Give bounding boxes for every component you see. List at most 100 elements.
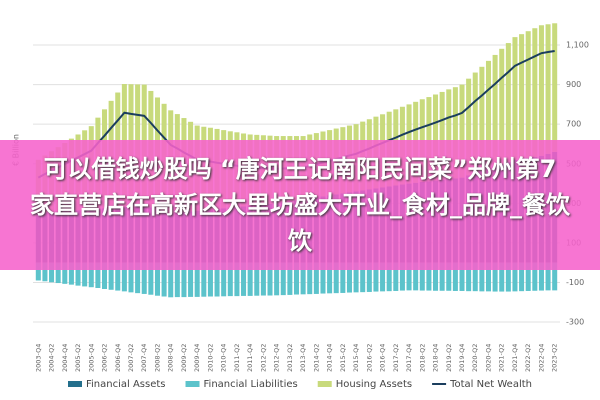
bar: [300, 262, 306, 295]
bar: [121, 262, 127, 292]
y-tick-label: -100: [566, 278, 584, 287]
x-tick-label: 2007-Q2: [127, 344, 135, 372]
bar: [174, 262, 180, 298]
bar: [227, 262, 233, 297]
bar: [459, 262, 465, 291]
bar: [426, 262, 432, 291]
x-tick-label: 2016-Q4: [379, 344, 387, 372]
bar: [35, 262, 41, 281]
bar: [201, 262, 207, 297]
bar: [426, 97, 432, 182]
bar: [293, 262, 300, 295]
bar: [108, 262, 114, 290]
bar: [207, 262, 213, 297]
bar: [101, 262, 108, 289]
bar: [466, 78, 472, 176]
bar: [340, 262, 346, 293]
bar: [538, 25, 544, 156]
x-tick-label: 2013-Q2: [286, 344, 294, 372]
bar: [307, 262, 313, 295]
bar: [512, 37, 518, 160]
x-tick-label: 2007-Q4: [140, 344, 148, 372]
x-tick-label: 2008-Q4: [167, 344, 175, 372]
legend-label: Total Net Wealth: [449, 379, 532, 390]
bar: [532, 28, 538, 157]
x-tick-label: 2010-Q4: [220, 344, 228, 372]
bar: [505, 43, 511, 162]
bar: [433, 94, 439, 181]
x-tick-label: 2019-Q4: [458, 344, 466, 372]
bar: [433, 262, 439, 291]
bar: [380, 262, 386, 292]
bar: [42, 262, 48, 282]
bar: [386, 262, 392, 292]
bar: [161, 262, 167, 297]
x-tick-label: 2006-Q2: [101, 344, 109, 372]
bar: [333, 262, 339, 294]
bar: [519, 262, 525, 292]
bar: [62, 262, 68, 284]
x-tick-label: 2017-Q4: [405, 344, 413, 372]
bar: [346, 262, 352, 293]
x-tick-label: 2023-Q2: [551, 344, 559, 372]
bar: [267, 262, 273, 296]
bar: [446, 262, 452, 291]
bar: [499, 262, 505, 292]
bar: [552, 262, 558, 291]
bar: [221, 262, 227, 297]
x-tick-label: 2004-Q2: [48, 344, 56, 372]
bar: [274, 262, 280, 296]
bar: [419, 262, 425, 291]
bar: [452, 262, 458, 291]
legend-label: Financial Assets: [86, 379, 166, 390]
x-tick-label: 2011-Q2: [233, 344, 241, 372]
x-tick-label: 2014-Q2: [312, 344, 320, 372]
bar: [55, 262, 61, 284]
bar: [439, 262, 445, 291]
bar: [452, 87, 458, 179]
bar: [446, 89, 452, 179]
bar: [538, 262, 544, 291]
bar: [360, 262, 366, 293]
x-tick-label: 2021-Q4: [511, 344, 519, 372]
y-tick-label: 1,100: [566, 41, 589, 50]
bar: [280, 262, 286, 296]
x-tick-label: 2019-Q2: [445, 344, 453, 372]
bar: [492, 262, 498, 292]
x-tick-label: 2018-Q4: [432, 344, 440, 372]
x-tick-label: 2017-Q2: [392, 344, 400, 372]
bar: [552, 23, 558, 152]
x-tick-label: 2004-Q4: [61, 344, 69, 372]
x-tick-label: 2008-Q2: [153, 344, 161, 372]
x-tick-label: 2005-Q2: [74, 344, 82, 372]
x-tick-label: 2022-Q2: [524, 344, 532, 372]
bar: [492, 54, 498, 167]
legend-swatch: [68, 381, 82, 387]
x-tick-label: 2009-Q4: [193, 344, 201, 372]
bar: [485, 262, 492, 292]
bar: [154, 262, 160, 296]
bar: [519, 34, 525, 159]
bar: [75, 262, 81, 286]
bar: [82, 262, 88, 287]
x-tick-label: 2016-Q2: [365, 344, 373, 372]
banner-line: 可以借钱炒股吗 “唐河王记南阳民间菜”郑州第7: [43, 155, 557, 183]
bar: [353, 262, 359, 293]
x-tick-label: 2020-Q4: [484, 344, 492, 372]
x-tick-label: 2021-Q2: [498, 344, 506, 372]
bar: [545, 24, 551, 154]
bar: [141, 262, 147, 294]
bar: [512, 262, 518, 292]
bar: [254, 262, 260, 296]
legend-swatch: [317, 381, 332, 387]
bar: [366, 262, 372, 292]
bar: [88, 262, 94, 288]
bar: [406, 262, 412, 291]
x-tick-label: 2013-Q4: [299, 344, 307, 372]
bar: [373, 262, 379, 292]
x-tick-label: 2015-Q4: [352, 344, 360, 372]
bar: [214, 262, 220, 297]
bar: [327, 262, 333, 294]
bar: [472, 72, 478, 174]
bar: [49, 262, 55, 283]
